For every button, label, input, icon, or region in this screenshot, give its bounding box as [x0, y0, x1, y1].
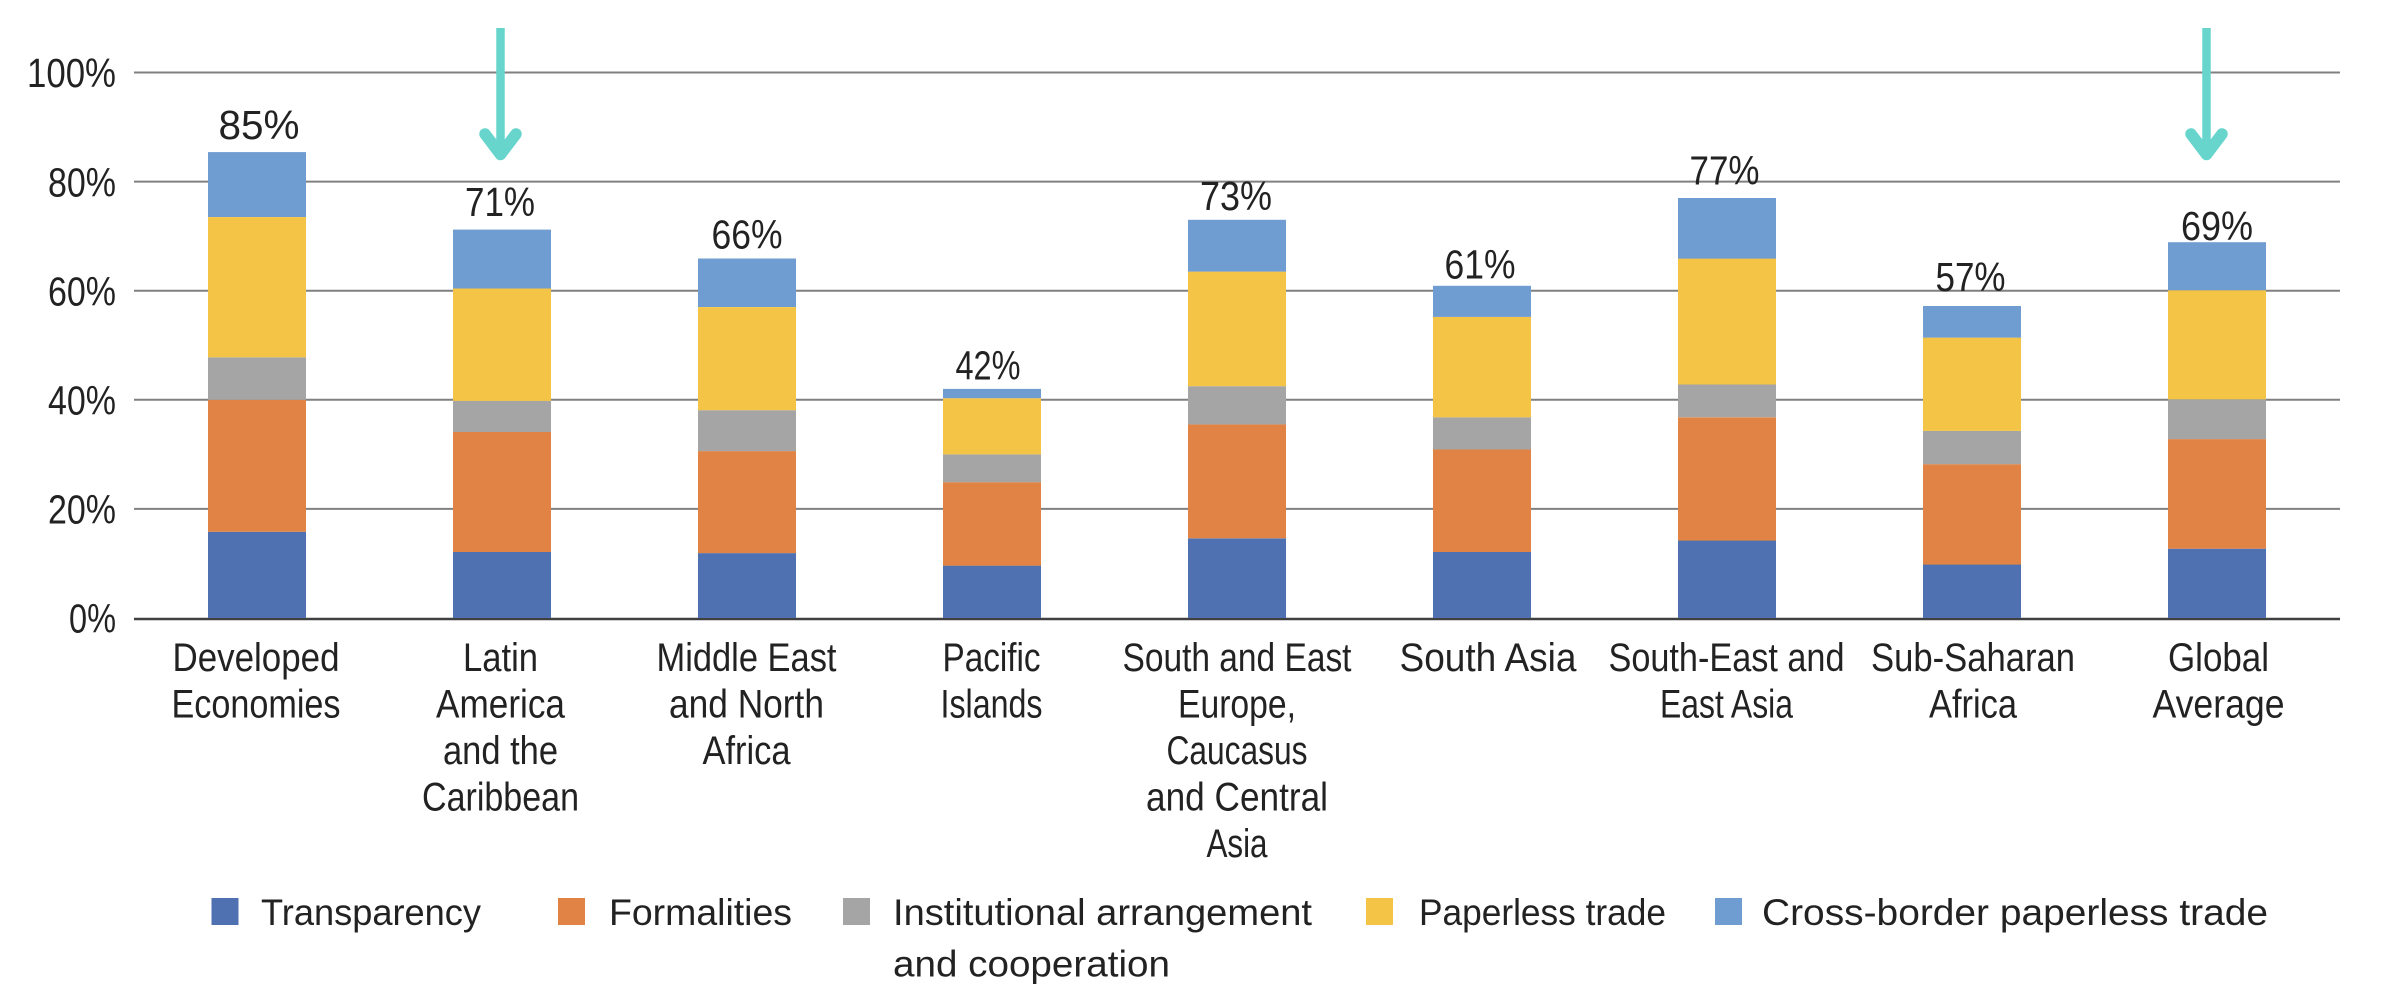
svg-text:Average: Average: [2153, 683, 2285, 727]
svg-text:Europe,: Europe,: [1178, 683, 1296, 727]
svg-text:Developed: Developed: [173, 636, 340, 680]
svg-text:Institutional arrangement: Institutional arrangement: [893, 892, 1313, 933]
svg-text:Middle East: Middle East: [657, 636, 837, 680]
svg-text:Asia: Asia: [1207, 822, 1269, 866]
svg-text:America: America: [436, 683, 566, 727]
svg-text:and Central: and Central: [1146, 776, 1328, 820]
svg-text:and North: and North: [669, 683, 824, 727]
svg-text:85%: 85%: [219, 102, 300, 148]
svg-text:66%: 66%: [712, 212, 783, 258]
svg-text:and cooperation: and cooperation: [893, 944, 1170, 985]
svg-text:77%: 77%: [1690, 148, 1760, 194]
svg-text:42%: 42%: [956, 343, 1021, 389]
svg-text:100%: 100%: [27, 50, 116, 96]
svg-text:Caucasus: Caucasus: [1167, 729, 1308, 773]
svg-text:73%: 73%: [1200, 173, 1272, 219]
svg-text:57%: 57%: [1936, 254, 2006, 300]
svg-text:South Asia: South Asia: [1400, 636, 1578, 680]
svg-text:Paperless trade: Paperless trade: [1419, 892, 1666, 933]
svg-text:40%: 40%: [48, 378, 116, 424]
svg-text:60%: 60%: [48, 268, 116, 314]
svg-text:Africa: Africa: [1929, 683, 2018, 727]
svg-text:0%: 0%: [69, 596, 116, 642]
svg-text:Africa: Africa: [703, 729, 792, 773]
svg-text:Islands: Islands: [941, 683, 1043, 727]
svg-text:Transparency: Transparency: [261, 892, 481, 933]
svg-text:Economies: Economies: [172, 683, 341, 727]
svg-text:Caribbean: Caribbean: [422, 776, 579, 820]
svg-text:Latin: Latin: [463, 636, 538, 680]
svg-text:61%: 61%: [1445, 242, 1516, 288]
svg-text:Global: Global: [2168, 636, 2269, 680]
svg-text:South-East and: South-East and: [1609, 636, 1845, 680]
svg-text:and the: and the: [443, 729, 558, 773]
svg-text:20%: 20%: [48, 487, 116, 533]
svg-text:Formalities: Formalities: [609, 892, 792, 933]
svg-text:Cross-border paperless trade: Cross-border paperless trade: [1762, 892, 2268, 933]
svg-text:Pacific: Pacific: [943, 636, 1041, 680]
svg-text:80%: 80%: [48, 159, 116, 205]
svg-text:69%: 69%: [2181, 203, 2253, 249]
svg-text:Sub-Saharan: Sub-Saharan: [1871, 636, 2075, 680]
svg-text:East Asia: East Asia: [1660, 683, 1794, 727]
svg-text:71%: 71%: [465, 179, 535, 225]
svg-text:South and East: South and East: [1123, 636, 1352, 680]
